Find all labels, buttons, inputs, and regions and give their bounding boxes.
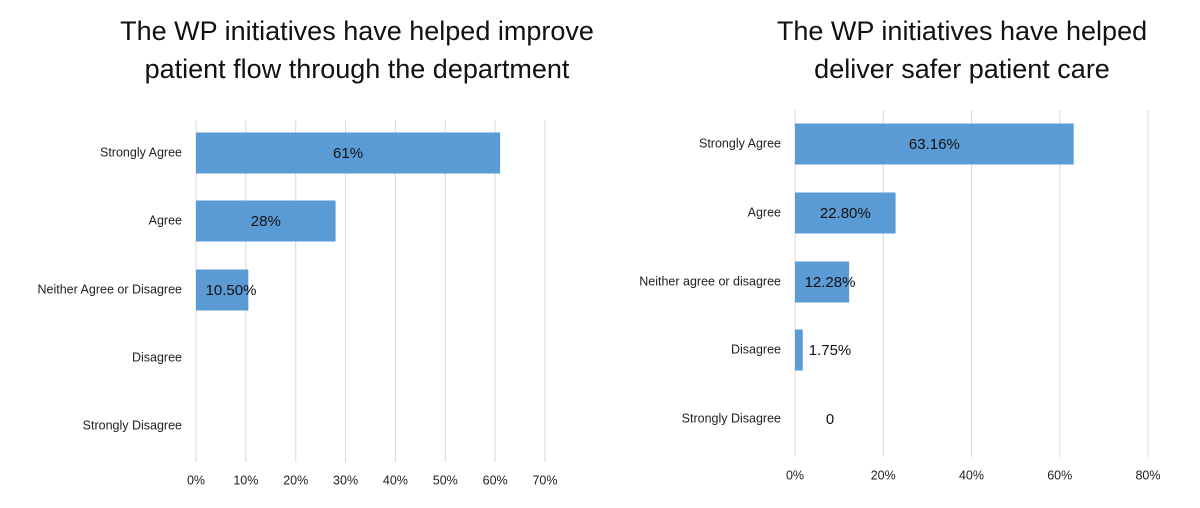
y-tick-label: Strongly Agree (699, 136, 781, 150)
bar (795, 329, 803, 371)
data-label: 10.50% (206, 282, 257, 299)
y-tick-label: Agree (149, 213, 182, 227)
x-tick-label: 40% (959, 468, 984, 482)
y-tick-label: Strongly Agree (100, 145, 182, 159)
y-tick-label: Strongly Disagree (83, 418, 182, 432)
data-label: 12.28% (805, 274, 856, 291)
data-label: 22.80% (820, 205, 871, 222)
x-tick-label: 70% (532, 473, 557, 487)
x-tick-label: 0% (187, 473, 205, 487)
chart-title: The WP initiatives have helped deliver s… (776, 16, 1148, 84)
y-tick-label: Strongly Disagree (682, 411, 781, 425)
x-tick-label: 40% (383, 473, 408, 487)
y-tick-label: Neither Agree or Disagree (37, 282, 182, 296)
x-tick-label: 20% (871, 468, 896, 482)
bar (795, 261, 850, 303)
bar (196, 269, 249, 311)
y-tick-label: Agree (748, 205, 781, 219)
x-tick-label: 50% (433, 473, 458, 487)
x-tick-label: 10% (233, 473, 258, 487)
x-tick-label: 30% (333, 473, 358, 487)
data-label: 0 (826, 411, 834, 428)
data-label: 63.16% (909, 136, 960, 153)
data-label: 61% (333, 145, 363, 162)
x-tick-label: 60% (1047, 468, 1072, 482)
bar (795, 192, 896, 234)
x-tick-label: 20% (283, 473, 308, 487)
data-label: 28% (251, 213, 281, 230)
chart-title: The WP initiatives have helped improve p… (120, 16, 594, 84)
y-tick-label: Disagree (731, 342, 781, 356)
bar (795, 123, 1074, 165)
bar (196, 200, 336, 242)
y-tick-label: Disagree (132, 350, 182, 364)
bar (196, 132, 501, 174)
x-tick-label: 60% (483, 473, 508, 487)
y-tick-label: Neither agree or disagree (639, 274, 781, 288)
x-tick-label: 80% (1135, 468, 1160, 482)
data-label: 1.75% (809, 342, 852, 359)
x-tick-label: 0% (786, 468, 804, 482)
